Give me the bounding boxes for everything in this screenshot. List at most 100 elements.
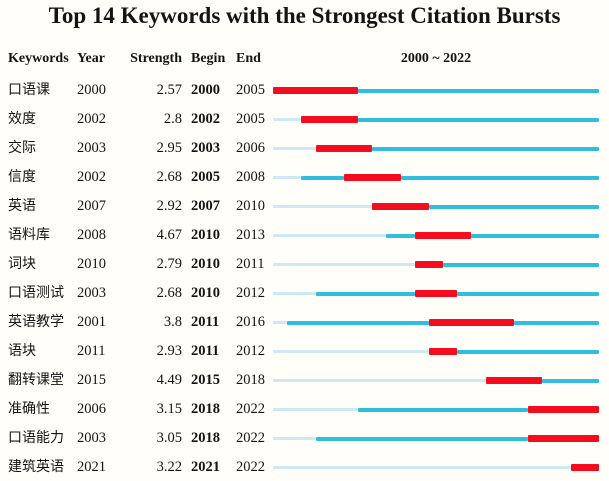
end-cell: 2008 (236, 169, 265, 185)
table-row: 交际 2003 2.95 2003 2006 (0, 134, 609, 163)
timeline-segment-inactive (273, 465, 571, 470)
strength-cell: 2.8 (163, 111, 182, 127)
year-cell: 2002 (77, 169, 106, 185)
strength-cell: 2.79 (156, 256, 182, 272)
timeline-segment-active (301, 175, 344, 180)
timeline-segment-active (400, 175, 599, 180)
table-row: 口语课 2000 2.57 2000 2005 (0, 76, 609, 105)
table-row: 翻转课堂 2015 4.49 2015 2018 (0, 366, 609, 395)
year-cell: 2002 (77, 111, 106, 127)
strength-cell: 2.93 (156, 343, 182, 359)
table-row: 口语能力 2003 3.05 2018 2022 (0, 424, 609, 453)
year-cell: 2003 (77, 285, 106, 301)
timeline-bar (273, 76, 599, 105)
timeline-bar (273, 308, 599, 337)
timeline-segment-inactive (273, 117, 302, 122)
timeline-segment-active (471, 233, 599, 238)
timeline-segment-active (443, 262, 599, 267)
strength-cell: 4.67 (156, 227, 182, 243)
end-cell: 2011 (236, 256, 265, 272)
timeline-segment-inactive (273, 436, 316, 441)
timeline-segment-active (358, 88, 599, 93)
begin-cell: 2003 (191, 140, 220, 156)
timeline-segment-active (315, 291, 415, 296)
strength-cell: 3.22 (156, 459, 182, 475)
table-row: 语块 2011 2.93 2011 2012 (0, 337, 609, 366)
end-cell: 2013 (236, 227, 265, 243)
strength-cell: 3.05 (156, 430, 182, 446)
keyword-cell: 准确性 (8, 401, 50, 417)
end-cell: 2022 (236, 459, 265, 475)
strength-cell: 4.49 (156, 372, 182, 388)
timeline-segment-active (428, 204, 599, 209)
keyword-cell: 词块 (8, 256, 36, 272)
year-cell: 2006 (77, 401, 106, 417)
column-header-row: Keywords Year Strength Begin End 2000 ~ … (0, 49, 609, 69)
begin-cell: 2010 (191, 285, 220, 301)
begin-cell: 2018 (191, 430, 220, 446)
timeline-segment-inactive (273, 146, 316, 151)
year-cell: 2001 (77, 314, 106, 330)
timeline-segment-inactive (273, 233, 387, 238)
timeline-segment-burst (414, 290, 458, 297)
end-cell: 2005 (236, 82, 265, 98)
end-cell: 2018 (236, 372, 265, 388)
strength-cell: 3.15 (156, 401, 182, 417)
year-cell: 2011 (77, 343, 106, 359)
begin-cell: 2015 (191, 372, 220, 388)
timeline-segment-inactive (273, 175, 302, 180)
end-cell: 2005 (236, 111, 265, 127)
timeline-segment-active (457, 349, 599, 354)
timeline-segment-active (358, 407, 529, 412)
year-cell: 2003 (77, 430, 106, 446)
col-header-end: End (236, 51, 261, 66)
timeline-segment-inactive (273, 378, 486, 383)
timeline-segment-inactive (273, 320, 288, 325)
timeline-bar (273, 279, 599, 308)
keyword-cell: 效度 (8, 111, 36, 127)
timeline-segment-active (372, 146, 599, 151)
timeline-segment-burst (528, 406, 599, 413)
begin-cell: 2010 (191, 227, 220, 243)
table-row: 建筑英语 2021 3.22 2021 2022 (0, 453, 609, 481)
keyword-cell: 翻转课堂 (8, 372, 64, 388)
year-cell: 2000 (77, 82, 106, 98)
begin-cell: 2007 (191, 198, 220, 214)
table-row: 词块 2010 2.79 2010 2011 (0, 250, 609, 279)
year-cell: 2015 (77, 372, 106, 388)
timeline-segment-active (386, 233, 415, 238)
strength-cell: 2.95 (156, 140, 182, 156)
year-cell: 2003 (77, 140, 106, 156)
timeline-bar (273, 395, 599, 424)
timeline-segment-burst (301, 116, 359, 123)
begin-cell: 2002 (191, 111, 220, 127)
timeline-bar (273, 453, 599, 481)
timeline-bar (273, 337, 599, 366)
col-header-begin: Begin (191, 51, 226, 66)
end-cell: 2022 (236, 401, 265, 417)
timeline-segment-active (457, 291, 599, 296)
begin-cell: 2010 (191, 256, 220, 272)
timeline-bar (273, 221, 599, 250)
table-row: 英语教学 2001 3.8 2011 2016 (0, 308, 609, 337)
strength-cell: 2.57 (156, 82, 182, 98)
col-header-strength: Strength (130, 51, 182, 66)
strength-cell: 2.68 (156, 169, 182, 185)
timeline-segment-burst (273, 87, 359, 94)
end-cell: 2022 (236, 430, 265, 446)
timeline-bar (273, 250, 599, 279)
strength-cell: 3.8 (163, 314, 182, 330)
col-header-year: Year (77, 51, 105, 66)
timeline-range-label: 2000 ~ 2022 (400, 51, 472, 66)
timeline-segment-burst (485, 377, 543, 384)
end-cell: 2012 (236, 343, 265, 359)
strength-cell: 2.92 (156, 198, 182, 214)
timeline-segment-active (358, 117, 599, 122)
timeline-segment-burst (570, 464, 599, 471)
col-header-keywords: Keywords (8, 51, 69, 66)
table-row: 英语 2007 2.92 2007 2010 (0, 192, 609, 221)
table-row: 语料库 2008 4.67 2010 2013 (0, 221, 609, 250)
end-cell: 2006 (236, 140, 265, 156)
table-row: 效度 2002 2.8 2002 2005 (0, 105, 609, 134)
timeline-segment-inactive (273, 407, 359, 412)
